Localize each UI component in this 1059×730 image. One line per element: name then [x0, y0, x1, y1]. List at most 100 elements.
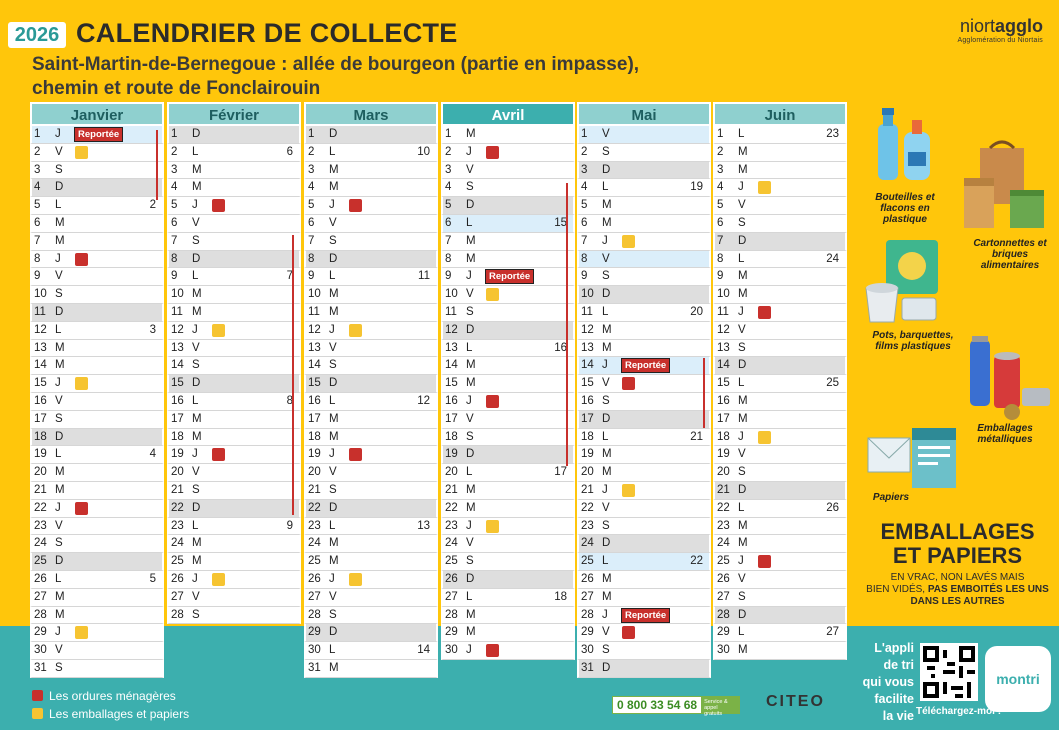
day-number: 6 — [717, 216, 724, 229]
day-row: 10 S — [30, 286, 164, 304]
day-letter: J — [192, 448, 198, 461]
month-5: Juin 1 L 23 2 M 3 M 4 J 5 V 6 S 7 D 8 L 24 9 M 10 M 11 J 12 V 13 S 14… — [713, 102, 847, 660]
day-row: 31 S — [30, 659, 164, 678]
day-number: 28 — [717, 608, 730, 621]
day-row: 4 L 19 — [577, 179, 711, 198]
day-letter: M — [466, 234, 476, 247]
day-number: 5 — [34, 199, 41, 212]
day-number: 14 — [171, 359, 184, 372]
month-header[interactable]: Février — [167, 102, 301, 126]
day-number: 30 — [445, 644, 458, 657]
day-number: 14 — [308, 359, 321, 372]
day-number: 19 — [581, 448, 594, 461]
day-letter: D — [466, 323, 475, 336]
day-letter: J — [738, 555, 744, 568]
phone-number-banner[interactable]: 0 800 33 54 68 Service & appel gratuits — [612, 696, 741, 717]
day-number: 26 — [581, 572, 594, 585]
day-number: 29 — [34, 626, 47, 639]
emballages-collection-marker — [349, 323, 362, 337]
day-number: 15 — [171, 377, 184, 390]
day-row: 19 L 4 — [30, 446, 164, 465]
day-number: 30 — [34, 644, 47, 657]
day-letter: S — [192, 483, 200, 496]
month-2: Mars 1 D 2 L 10 3 M 4 M 5 J 6 V 7 S 8 D 9 L 11 10 M 11 M 12 J 13 V 14… — [304, 102, 438, 678]
day-letter: L — [738, 128, 745, 140]
day-letter: S — [329, 483, 337, 496]
day-row: 21 J — [577, 481, 711, 500]
day-letter: D — [466, 199, 475, 212]
day-letter: M — [466, 608, 476, 621]
phone-tag: Service & appel gratuits — [701, 697, 740, 717]
day-row: 10 M — [713, 286, 847, 304]
day-row: 30 L 14 — [304, 642, 438, 660]
day-row: 11 D — [30, 303, 164, 322]
emballages-heading-line-2: ET PAPIERS — [892, 543, 1023, 568]
week-number: 19 — [690, 181, 703, 194]
day-letter: L — [329, 145, 336, 158]
day-row: 28 D — [713, 606, 847, 625]
day-letter: L — [602, 305, 609, 318]
day-letter: M — [738, 163, 748, 176]
day-letter: S — [466, 555, 474, 568]
day-number: 9 — [308, 270, 315, 283]
day-letter: M — [738, 270, 748, 283]
day-row: 26 M — [577, 570, 711, 589]
day-row: 10 M — [304, 286, 438, 304]
day-number: 26 — [445, 572, 458, 585]
montri-app-logo[interactable]: montri — [985, 646, 1051, 712]
day-row: 23 J — [441, 517, 575, 536]
ordures-collection-marker — [758, 305, 771, 319]
day-row: 11 L 20 — [577, 303, 711, 322]
day-row: 31 D — [577, 659, 711, 678]
day-number: 16 — [717, 394, 730, 407]
day-number: 16 — [308, 394, 321, 407]
day-letter: M — [466, 252, 476, 265]
qr-code-icon[interactable] — [920, 643, 978, 701]
day-row: 19 M — [577, 446, 711, 465]
day-row: 17 S — [30, 410, 164, 429]
day-number: 15 — [717, 377, 730, 390]
day-letter: M — [329, 537, 339, 550]
day-row: 20 S — [713, 464, 847, 482]
day-row: 21 S — [304, 481, 438, 500]
day-letter: D — [329, 626, 338, 639]
day-letter: M — [192, 537, 202, 550]
week-number: 25 — [826, 377, 839, 390]
ordures-collection-marker — [349, 199, 362, 213]
day-number: 17 — [581, 412, 594, 425]
day-row: 15 D — [304, 375, 438, 393]
day-number: 14 — [445, 359, 458, 372]
day-letter: J — [602, 359, 608, 372]
month-header[interactable]: Avril — [441, 102, 575, 126]
day-letter: M — [329, 163, 339, 176]
day-letter: S — [329, 234, 337, 247]
month-header[interactable]: Mai — [577, 102, 711, 126]
day-number: 25 — [445, 555, 458, 568]
day-letter: M — [466, 483, 476, 496]
day-number: 15 — [34, 377, 47, 390]
week-number: 23 — [826, 128, 839, 140]
day-letter: M — [602, 466, 612, 479]
day-row: 20 L 17 — [441, 464, 575, 482]
month-header[interactable]: Juin — [713, 102, 847, 126]
day-row: 12 V — [713, 321, 847, 340]
emballages-collection-marker — [75, 145, 88, 159]
month-header[interactable]: Mars — [304, 102, 438, 126]
pots-icon — [865, 240, 938, 323]
day-letter: L — [466, 216, 473, 229]
day-row: 18 D — [30, 428, 164, 447]
day-row: 13 V — [304, 339, 438, 358]
day-letter: M — [738, 145, 748, 158]
day-number: 27 — [34, 590, 47, 603]
month-header[interactable]: Janvier — [30, 102, 164, 126]
day-number: 26 — [717, 572, 730, 585]
day-letter: V — [55, 519, 63, 532]
